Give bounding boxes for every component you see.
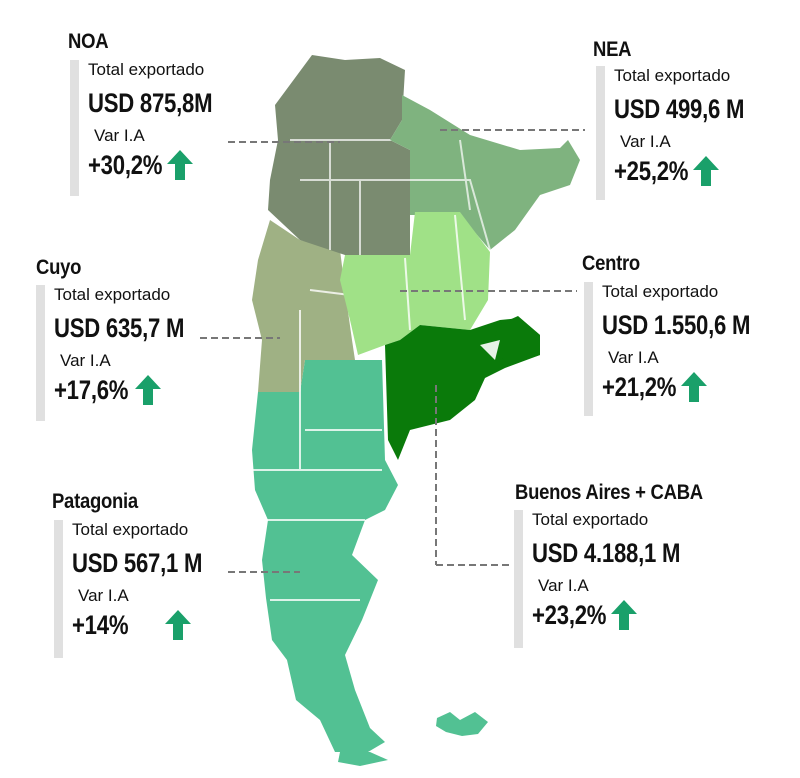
var-label: Var I.A xyxy=(94,126,145,145)
var-label: Var I.A xyxy=(60,351,111,370)
up-arrow-icon xyxy=(680,372,707,402)
export-label: Total exportado xyxy=(72,520,189,539)
region-name: Buenos Aires + CABA xyxy=(515,481,703,504)
card-bar xyxy=(596,66,605,200)
card-bar xyxy=(514,510,523,648)
export-amount: USD 1.550,6 M xyxy=(602,310,751,340)
var-label: Var I.A xyxy=(538,576,589,595)
map-region-tierra-del-fuego xyxy=(338,752,388,766)
export-label: Total exportado xyxy=(532,510,649,529)
map-region-caba xyxy=(492,316,540,365)
card-bar xyxy=(70,60,79,196)
region-name: Centro xyxy=(582,252,640,275)
change-value: +21,2% xyxy=(602,372,677,402)
up-arrow-icon xyxy=(166,150,193,180)
map-region-nea xyxy=(390,95,580,250)
var-label: Var I.A xyxy=(608,348,659,367)
card-bar xyxy=(36,285,45,421)
card-bar xyxy=(54,520,63,658)
change-value: +23,2% xyxy=(532,600,607,630)
export-label: Total exportado xyxy=(602,282,719,301)
region-name: Patagonia xyxy=(52,490,138,513)
up-arrow-icon xyxy=(692,156,719,186)
region-card: Total exportado USD 567,1 M Var I.A +14% xyxy=(54,520,231,658)
change-value: +17,6% xyxy=(54,375,129,405)
export-amount: USD 499,6 M xyxy=(614,94,745,124)
map-region-cuyo xyxy=(252,220,355,392)
var-label: Var I.A xyxy=(620,132,671,151)
region-card: Total exportado USD 875,8M Var I.A +30,2… xyxy=(70,60,240,196)
up-arrow-icon xyxy=(610,600,637,630)
region-name: Cuyo xyxy=(36,256,82,279)
region-card: Total exportado USD 1.550,6 M Var I.A +2… xyxy=(584,282,783,416)
region-name: NOA xyxy=(68,30,109,53)
map-region-patagonia xyxy=(252,360,398,752)
var-label: Var I.A xyxy=(78,586,129,605)
change-value: +30,2% xyxy=(88,150,163,180)
export-amount: USD 567,1 M xyxy=(72,548,203,578)
region-card: Total exportado USD 635,7 M Var I.A +17,… xyxy=(36,285,213,421)
region-name: NEA xyxy=(593,38,632,61)
export-label: Total exportado xyxy=(614,66,731,85)
export-amount: USD 4.188,1 M xyxy=(532,538,681,568)
up-arrow-icon xyxy=(134,375,161,405)
export-amount: USD 635,7 M xyxy=(54,313,185,343)
export-label: Total exportado xyxy=(88,60,205,79)
map-region-centro xyxy=(340,212,490,355)
change-value: +25,2% xyxy=(614,156,689,186)
map-region-noa xyxy=(268,55,410,255)
export-amount: USD 875,8M xyxy=(88,88,213,118)
export-label: Total exportado xyxy=(54,285,171,304)
map-region-malvinas xyxy=(436,712,488,736)
region-card: Total exportado USD 499,6 M Var I.A +25,… xyxy=(596,66,773,200)
up-arrow-icon xyxy=(164,610,191,640)
card-bar xyxy=(584,282,593,416)
region-card: Total exportado USD 4.188,1 M Var I.A +2… xyxy=(514,510,713,648)
change-value: +14% xyxy=(72,610,129,640)
